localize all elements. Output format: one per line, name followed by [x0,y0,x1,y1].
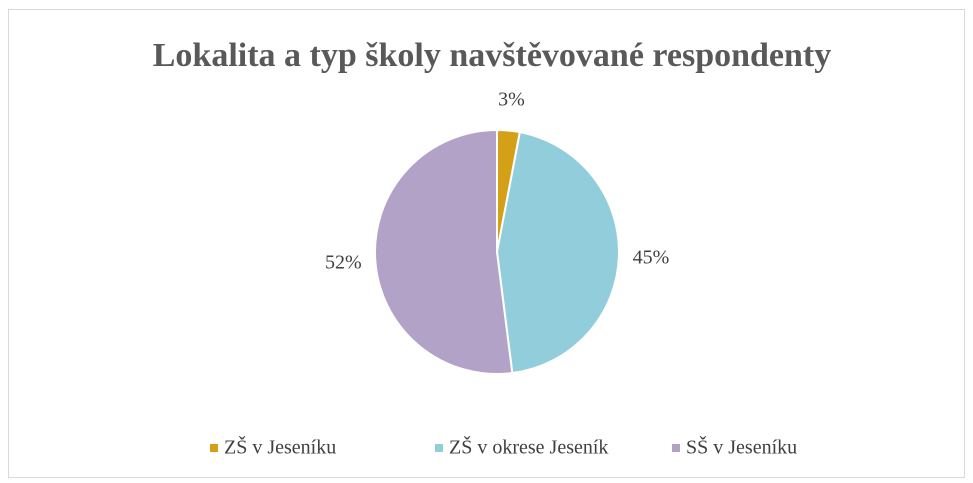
chart-title: Lokalita a typ školy navštěvované respon… [153,37,832,74]
data-label: 52% [325,251,362,273]
data-label: 45% [633,246,670,268]
legend-marker [435,444,443,452]
legend-label: ZŠ v Jeseníku [224,435,336,459]
legend-marker [672,444,680,452]
pie-slice [374,128,514,375]
pie-slice [495,130,620,375]
data-label: 3% [498,88,525,110]
legend-label: SŠ v Jeseníku [686,435,797,459]
legend-label: ZŠ v okrese Jeseník [449,435,608,459]
legend-marker [210,444,218,452]
